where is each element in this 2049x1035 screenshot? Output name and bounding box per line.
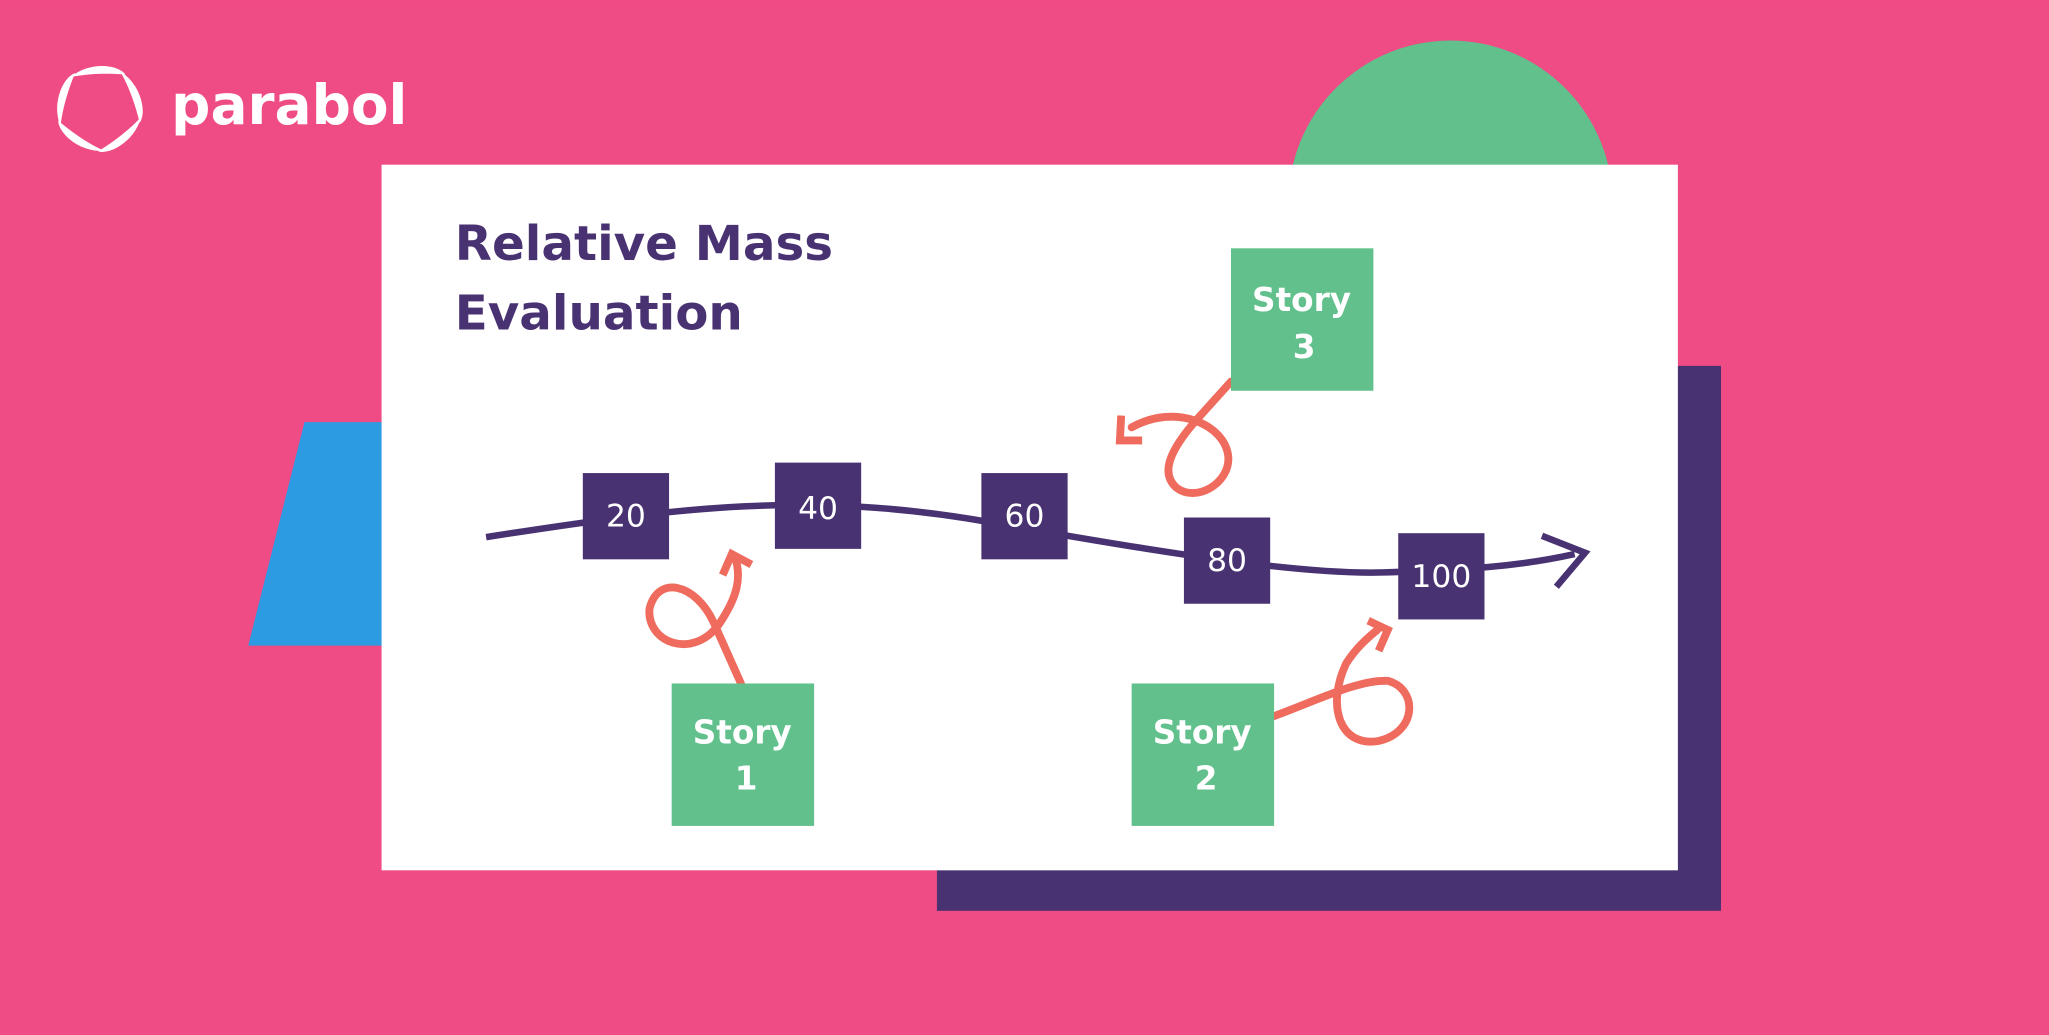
svg-text:20: 20 [606, 499, 646, 535]
svg-text:Story: Story [1153, 714, 1252, 752]
story-2-path [1270, 625, 1414, 746]
arrowhead-icon [1540, 532, 1591, 589]
svg-text:Story: Story [693, 714, 792, 752]
story-3-path [1127, 377, 1235, 497]
marker-80: 80 [1183, 517, 1271, 604]
svg-text:3: 3 [1293, 328, 1316, 366]
story-arrowheads [719, 415, 1393, 653]
svg-text:40: 40 [798, 491, 838, 527]
marker-100: 100 [1398, 533, 1485, 620]
brand-name: parabol [171, 73, 407, 137]
arrow-icon [1366, 617, 1393, 653]
svg-text:Story: Story [1252, 281, 1351, 319]
story-1-path [645, 555, 745, 688]
svg-text:100: 100 [1411, 559, 1471, 595]
parabol-logo-icon [50, 66, 148, 160]
blue-trapezoid-shape [248, 422, 393, 646]
story-1-card: Story 1 [671, 683, 815, 826]
svg-text:2: 2 [1195, 759, 1218, 797]
marker-40: 40 [774, 462, 862, 549]
svg-text:80: 80 [1207, 543, 1247, 579]
story-3-card: Story 3 [1230, 248, 1374, 391]
arrow-icon [719, 548, 754, 577]
title-line-1: Relative Mass [455, 216, 833, 272]
svg-text:60: 60 [1005, 499, 1045, 535]
svg-text:1: 1 [735, 759, 758, 797]
story-2-card: Story 2 [1131, 683, 1275, 826]
marker-20: 20 [582, 473, 670, 560]
marker-60: 60 [981, 473, 1068, 560]
title-line-2: Evaluation [455, 285, 743, 341]
arrow-icon [1115, 415, 1143, 445]
story-paths [645, 377, 1414, 746]
